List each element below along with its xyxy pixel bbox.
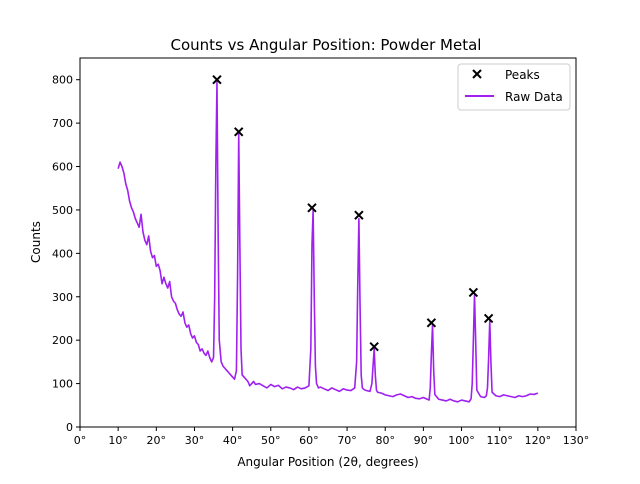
peak-marker [307, 203, 317, 213]
y-axis-label: Counts [29, 221, 43, 263]
x-axis-label: Angular Position (2θ, degrees) [237, 455, 418, 469]
peak-marker [234, 127, 244, 137]
series-layer [117, 81, 539, 403]
y-tick-label: 400 [52, 247, 73, 260]
x-tick-label: 60° [299, 434, 319, 447]
y-tick-label: 100 [52, 378, 73, 391]
y-tick-label: 500 [52, 204, 73, 217]
plot-frame [79, 57, 577, 428]
x-tick-label: 110° [486, 434, 513, 447]
x-tick-label: 80° [375, 434, 395, 447]
legend-raw-data-label: Raw Data [505, 90, 563, 104]
plot-area: 0° 10° 20° 30° 40° 50° 60° 70° 80° 90° 100° 110° 120… [52, 57, 590, 447]
x-tick-label: 50° [261, 434, 281, 447]
peak-marker [426, 318, 437, 328]
x-tick-label: 10° [108, 434, 128, 447]
y-tick-label: 0 [66, 421, 73, 434]
peak-marker [212, 74, 222, 85]
peak-marker [354, 210, 364, 220]
x-tick-label: 120° [525, 434, 552, 447]
series-raw-data-line [117, 81, 539, 403]
x-tick-label: 0° [74, 434, 87, 447]
x-tick-label: 70° [337, 434, 357, 447]
x-tick-label: 100° [448, 434, 475, 447]
peak-marker [468, 287, 479, 298]
x-tick-label: 30° [185, 434, 205, 447]
peak-marker [369, 341, 379, 352]
chart-title: Counts vs Angular Position: Powder Metal [171, 36, 482, 54]
peaks-layer [212, 74, 494, 352]
x-tick-label: 130° [563, 434, 590, 447]
legend-box [457, 63, 571, 111]
y-tick-label: 700 [52, 117, 73, 130]
legend-peaks-label: Peaks [505, 68, 540, 82]
x-tick-label: 40° [223, 434, 243, 447]
y-tick-label: 600 [52, 161, 73, 174]
legend-peaks-marker [472, 69, 482, 79]
y-tick-label: 800 [52, 74, 73, 87]
x-tick-label: 20° [147, 434, 167, 447]
y-axis: 0 100 200 300 400 500 600 700 800 [52, 74, 80, 434]
x-tick-label: 90° [414, 434, 434, 447]
peak-marker [483, 313, 494, 324]
y-tick-label: 200 [52, 334, 73, 347]
legend: Peaks Raw Data [457, 63, 571, 111]
y-tick-label: 300 [52, 291, 73, 304]
x-axis: 0° 10° 20° 30° 40° 50° 60° 70° 80° 90° 100° 110° 120… [74, 427, 590, 447]
